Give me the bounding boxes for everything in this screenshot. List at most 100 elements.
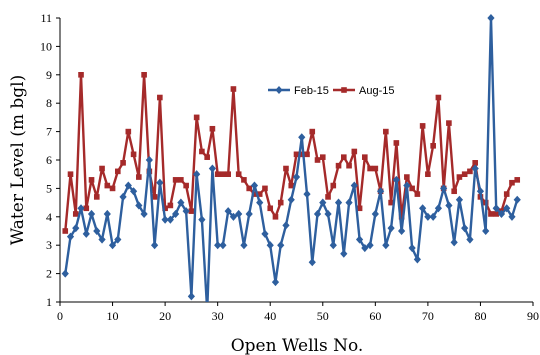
data-point-feb-15 bbox=[72, 224, 80, 233]
y-ticks: 1 2 3 4 5 6 7 8 9 10 11 bbox=[40, 11, 60, 309]
data-point-feb-15 bbox=[398, 226, 406, 236]
data-point-feb-15 bbox=[108, 241, 117, 250]
legend-swatch-marker bbox=[275, 85, 283, 95]
data-point-feb-15 bbox=[182, 207, 190, 216]
x-tick-label: 60 bbox=[369, 309, 381, 323]
data-point-feb-15 bbox=[492, 204, 500, 213]
data-point-aug-15 bbox=[509, 179, 515, 186]
data-point-aug-15 bbox=[409, 185, 415, 192]
data-point-feb-15 bbox=[482, 226, 490, 236]
data-point-aug-15 bbox=[204, 154, 210, 160]
data-point-feb-15 bbox=[429, 212, 437, 221]
data-point-aug-15 bbox=[372, 165, 379, 172]
data-point-aug-15 bbox=[157, 94, 163, 101]
data-point-feb-15 bbox=[129, 187, 138, 196]
data-point-aug-15 bbox=[314, 157, 321, 163]
data-point-feb-15 bbox=[371, 209, 379, 219]
y-tick-label: 5 bbox=[46, 181, 52, 195]
y-tick-label: 9 bbox=[46, 68, 52, 82]
data-point-feb-15 bbox=[214, 241, 222, 250]
y-tick-label: 7 bbox=[46, 125, 52, 139]
data-point-aug-15 bbox=[351, 148, 358, 155]
data-point-feb-15 bbox=[208, 164, 217, 173]
data-point-feb-15 bbox=[87, 209, 96, 219]
data-point-aug-15 bbox=[446, 120, 452, 126]
y-tick-label: 6 bbox=[46, 153, 52, 167]
data-point-aug-15 bbox=[325, 194, 331, 200]
data-point-aug-15 bbox=[193, 114, 200, 121]
data-point-feb-15 bbox=[508, 212, 516, 221]
data-point-feb-15 bbox=[135, 201, 143, 210]
data-point-aug-15 bbox=[241, 177, 247, 183]
data-point-feb-15 bbox=[172, 209, 180, 219]
data-point-feb-15 bbox=[77, 204, 85, 213]
data-point-feb-15 bbox=[277, 241, 285, 250]
x-tick-label: 20 bbox=[159, 309, 171, 323]
data-point-aug-15 bbox=[125, 128, 132, 135]
data-point-feb-15 bbox=[313, 209, 322, 219]
series-layer bbox=[61, 13, 521, 302]
data-point-feb-15 bbox=[93, 226, 101, 236]
data-point-aug-15 bbox=[67, 171, 74, 177]
legend-label: Aug-15 bbox=[359, 85, 394, 97]
data-point-feb-15 bbox=[455, 195, 464, 204]
data-point-aug-15 bbox=[514, 177, 521, 183]
legend: Feb-15 Aug-15 bbox=[268, 85, 394, 97]
data-point-aug-15 bbox=[88, 177, 95, 183]
data-point-aug-15 bbox=[319, 154, 326, 160]
data-point-feb-15 bbox=[424, 212, 432, 221]
data-point-feb-15 bbox=[387, 224, 395, 233]
y-tick-label: 1 bbox=[46, 295, 52, 309]
data-point-aug-15 bbox=[235, 171, 242, 177]
data-point-feb-15 bbox=[440, 184, 448, 193]
data-point-aug-15 bbox=[393, 140, 400, 146]
data-point-feb-15 bbox=[340, 249, 348, 258]
data-point-aug-15 bbox=[367, 165, 373, 172]
data-point-feb-15 bbox=[256, 198, 264, 207]
data-point-aug-15 bbox=[272, 214, 279, 220]
data-point-feb-15 bbox=[124, 181, 132, 190]
data-point-aug-15 bbox=[136, 174, 142, 180]
legend-item-aug-15: Aug-15 bbox=[333, 85, 394, 97]
data-point-feb-15 bbox=[292, 172, 301, 182]
data-point-feb-15 bbox=[161, 215, 169, 224]
data-point-feb-15 bbox=[245, 209, 253, 219]
data-point-feb-15 bbox=[193, 170, 201, 179]
data-point-feb-15 bbox=[229, 212, 238, 221]
y-tick-label: 3 bbox=[46, 238, 52, 252]
series-line-feb-15 bbox=[64, 16, 519, 302]
data-point-feb-15 bbox=[150, 241, 159, 250]
data-point-aug-15 bbox=[430, 143, 436, 149]
data-point-aug-15 bbox=[209, 125, 216, 132]
x-tick-label: 90 bbox=[527, 309, 539, 323]
series-feb-15 bbox=[61, 13, 521, 302]
data-point-feb-15 bbox=[240, 241, 248, 250]
data-point-feb-15 bbox=[98, 235, 106, 244]
data-point-feb-15 bbox=[350, 181, 358, 190]
data-point-aug-15 bbox=[419, 123, 426, 129]
data-point-feb-15 bbox=[403, 181, 411, 190]
data-point-feb-15 bbox=[287, 195, 295, 204]
data-point-aug-15 bbox=[99, 165, 105, 172]
data-point-aug-15 bbox=[309, 128, 316, 135]
x-ticks: 0 10 20 30 40 50 60 70 80 90 bbox=[57, 302, 539, 323]
data-point-feb-15 bbox=[461, 224, 469, 233]
data-point-feb-15 bbox=[319, 198, 327, 207]
legend-item-feb-15: Feb-15 bbox=[268, 85, 329, 97]
data-point-feb-15 bbox=[66, 232, 75, 241]
data-point-aug-15 bbox=[414, 191, 421, 197]
data-point-feb-15 bbox=[219, 241, 227, 250]
data-point-aug-15 bbox=[461, 171, 468, 177]
data-point-feb-15 bbox=[329, 241, 337, 250]
legend-swatch-marker bbox=[341, 87, 347, 93]
data-point-feb-15 bbox=[355, 235, 364, 244]
data-point-aug-15 bbox=[115, 168, 121, 175]
data-point-feb-15 bbox=[103, 209, 111, 219]
data-point-aug-15 bbox=[93, 194, 100, 200]
data-point-aug-15 bbox=[246, 185, 252, 192]
data-point-feb-15 bbox=[450, 238, 458, 247]
data-point-aug-15 bbox=[277, 199, 284, 206]
data-point-aug-15 bbox=[335, 162, 342, 169]
y-tick-label: 10 bbox=[40, 39, 52, 53]
